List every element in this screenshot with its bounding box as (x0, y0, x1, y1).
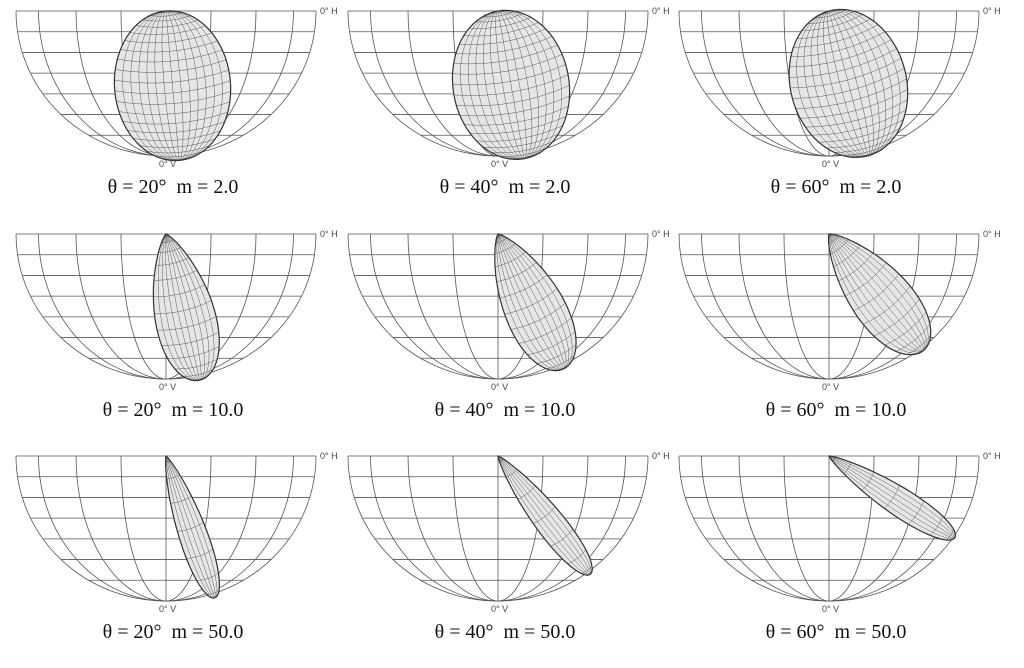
lobe-mesh (114, 10, 231, 162)
horizontal-axis-tag: 0° H (983, 6, 1001, 16)
specular-lobe (827, 233, 932, 356)
lobe-mesh (165, 455, 220, 599)
horizontal-axis-tag: 0° H (320, 6, 338, 16)
theta-label: θ = 20° (102, 399, 162, 421)
panel-caption: θ = 40° m = 10.0 (340, 399, 670, 421)
vertical-axis-tag: 0° V (159, 382, 176, 392)
horizontal-axis-tag: 0° H (320, 229, 338, 239)
specular-lobe (497, 455, 593, 576)
specular-lobe (788, 8, 909, 159)
lobe-panel: 0° H 0° V θ = 20° m = 10.0 (8, 228, 338, 446)
hemisphere-plot: 0° H 0° V (15, 6, 338, 169)
lobe-figure-grid: 0° H 0° V θ = 20° m = 2.0 0° H 0° V θ = 40° m… (8, 5, 1001, 643)
horizontal-axis-tag: 0° H (652, 229, 670, 239)
hemisphere-grid (15, 455, 317, 602)
m-label: m = 50.0 (834, 621, 907, 643)
lobe-panel: 0° H 0° V θ = 60° m = 2.0 (671, 5, 1001, 223)
hemisphere-plot: 0° H 0° V (347, 6, 670, 169)
lobe-panel: 0° H 0° V θ = 60° m = 50.0 (671, 450, 1001, 668)
lobe-mesh (789, 9, 908, 158)
lobe-mesh (452, 10, 570, 160)
lobe-panel: 0° H 0° V θ = 60° m = 10.0 (671, 228, 1001, 446)
vertical-axis-tag: 0° V (159, 159, 176, 169)
specular-lobe (494, 233, 577, 372)
panel-caption: θ = 60° m = 2.0 (671, 176, 1001, 198)
theta-label: θ = 20° (107, 176, 167, 198)
hemisphere-plot: 0° H 0° V (678, 229, 1001, 392)
lobe-panel: 0° H 0° V θ = 40° m = 50.0 (340, 450, 670, 668)
lobe-panel: 0° H 0° V θ = 40° m = 2.0 (340, 5, 670, 223)
hemisphere-grid (347, 455, 649, 602)
m-label: m = 10.0 (171, 399, 244, 421)
panel-caption: θ = 40° m = 2.0 (340, 176, 670, 198)
lobe-panel: 0° H 0° V θ = 20° m = 2.0 (8, 5, 338, 223)
m-label: m = 10.0 (834, 399, 907, 421)
vertical-axis-tag: 0° V (491, 159, 508, 169)
panel-caption: θ = 20° m = 50.0 (8, 621, 338, 643)
hemisphere-plot: 0° H 0° V (347, 229, 670, 392)
theta-label: θ = 20° (102, 621, 162, 643)
horizontal-axis-tag: 0° H (652, 6, 670, 16)
m-label: m = 50.0 (503, 621, 576, 643)
specular-lobe (152, 233, 220, 382)
theta-label: θ = 40° (434, 399, 494, 421)
hemisphere-plot: 0° H 0° V (678, 6, 1001, 169)
theta-label: θ = 40° (439, 176, 499, 198)
panel-caption: θ = 20° m = 10.0 (8, 399, 338, 421)
vertical-axis-tag: 0° V (159, 604, 176, 614)
horizontal-axis-tag: 0° H (983, 451, 1001, 461)
vertical-axis-tag: 0° V (491, 604, 508, 614)
theta-label: θ = 60° (765, 621, 825, 643)
theta-label: θ = 60° (765, 399, 825, 421)
specular-lobe (451, 9, 571, 161)
specular-lobe (113, 10, 232, 162)
hemisphere-grid (678, 233, 980, 380)
hemisphere-plot: 0° H 0° V (347, 451, 670, 614)
lobe-mesh (153, 233, 220, 381)
m-label: m = 10.0 (503, 399, 576, 421)
hemisphere-plot: 0° H 0° V (15, 229, 338, 392)
vertical-axis-tag: 0° V (822, 604, 839, 614)
vertical-axis-tag: 0° V (491, 382, 508, 392)
panel-caption: θ = 60° m = 50.0 (671, 621, 1001, 643)
hemisphere-plot: 0° H 0° V (15, 451, 338, 614)
m-label: m = 2.0 (508, 176, 571, 198)
lobe-mesh (828, 455, 956, 541)
lobe-panel: 0° H 0° V θ = 40° m = 10.0 (340, 228, 670, 446)
vertical-axis-tag: 0° V (822, 159, 839, 169)
horizontal-axis-tag: 0° H (320, 451, 338, 461)
hemisphere-plot: 0° H 0° V (678, 451, 1001, 614)
theta-label: θ = 40° (434, 621, 494, 643)
lobe-mesh (494, 233, 577, 371)
panel-caption: θ = 20° m = 2.0 (8, 176, 338, 198)
specular-lobe (165, 455, 221, 599)
lobe-mesh (497, 455, 593, 575)
panel-caption: θ = 60° m = 10.0 (671, 399, 1001, 421)
m-label: m = 50.0 (171, 621, 244, 643)
lobe-mesh (828, 233, 931, 355)
horizontal-axis-tag: 0° H (652, 451, 670, 461)
m-label: m = 2.0 (839, 176, 902, 198)
horizontal-axis-tag: 0° H (983, 229, 1001, 239)
theta-label: θ = 60° (770, 176, 830, 198)
panel-caption: θ = 40° m = 50.0 (340, 621, 670, 643)
lobe-panel: 0° H 0° V θ = 20° m = 50.0 (8, 450, 338, 668)
specular-lobe (828, 455, 957, 541)
vertical-axis-tag: 0° V (822, 382, 839, 392)
m-label: m = 2.0 (176, 176, 239, 198)
